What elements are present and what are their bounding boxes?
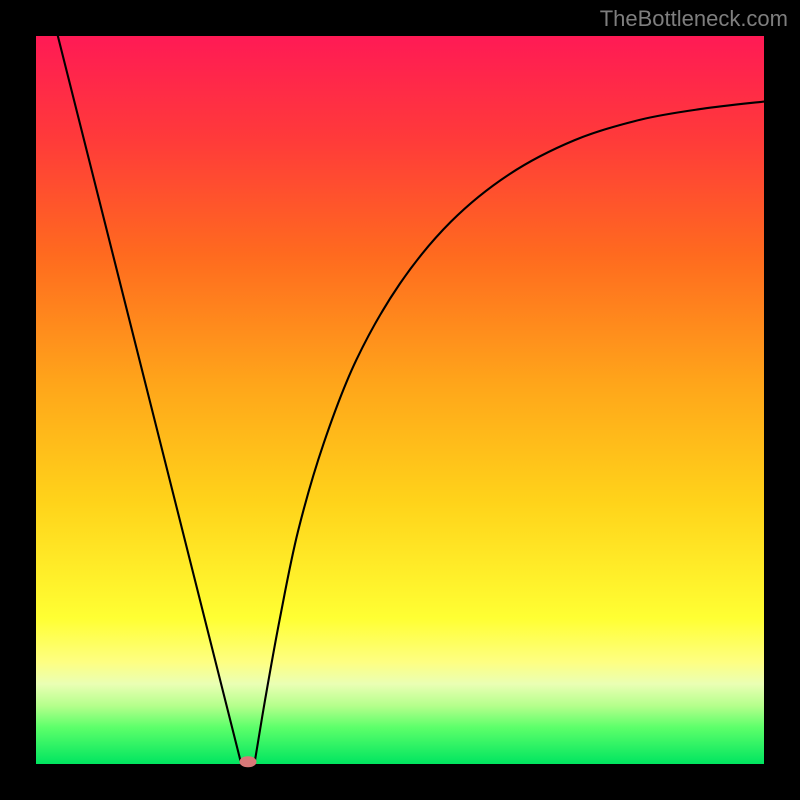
optimal-point-marker	[239, 756, 256, 768]
chart-stage: TheBottleneck.com	[0, 0, 800, 800]
bottleneck-curve	[36, 36, 764, 764]
plot-area	[36, 36, 764, 764]
curve-path	[58, 36, 764, 764]
watermark-text: TheBottleneck.com	[600, 6, 788, 32]
